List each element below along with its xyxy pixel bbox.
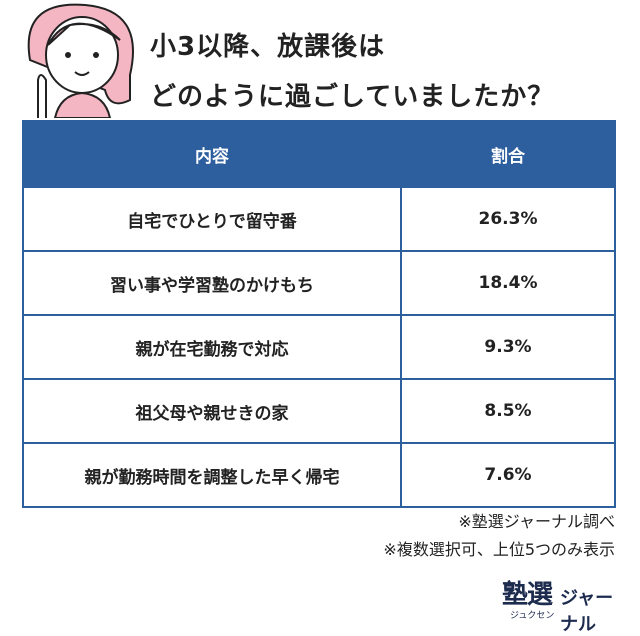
note: ※塾選ジャーナル調べ [458, 512, 615, 531]
percent-cell: 9.3% [400, 314, 616, 380]
notes: ※塾選ジャーナル調べ ※複数選択可、上位5つのみ表示 [383, 508, 615, 564]
table-row: 祖父母や親せきの家 8.5% [22, 378, 616, 444]
illustration [27, 3, 134, 118]
table-row: 自宅でひとりで留守番 26.3% [22, 186, 616, 252]
table: 内容 割合 自宅でひとりで留守番 26.3% 習い事や学習塾のかけもち 18.4% 親が… [22, 120, 616, 508]
table-row: 習い事や学習塾のかけもち 18.4% [22, 250, 616, 316]
note: ※複数選択可、上位5つのみ表示 [383, 540, 615, 559]
logo-suffix: ジャーナル [560, 588, 614, 635]
title-line: どのように過ごしていましたか？ [150, 82, 555, 112]
title: 小3以降、放課後は どのように過ごしていましたか？ [150, 22, 554, 122]
table-row: 親が在宅勤務で対応 9.3% [22, 314, 616, 380]
column-header: 内容 [22, 120, 402, 188]
logo-main: 塾選 [502, 580, 553, 610]
item-cell: 親が勤務時間を調整した早く帰宅 [22, 442, 402, 508]
percent-cell: 8.5% [400, 378, 616, 444]
title-line: 小3以降、放課後は [150, 32, 386, 62]
logo: 塾選 ジュクセン ジャーナル [498, 574, 630, 635]
percent-cell: 26.3% [400, 186, 616, 252]
item-cell: 習い事や学習塾のかけもち [22, 250, 402, 316]
header-row: 内容 割合 [22, 120, 616, 188]
table-body: 自宅でひとりで留守番 26.3% 習い事や学習塾のかけもち 18.4% 親が在宅勤務で対… [22, 186, 616, 508]
item-cell: 自宅でひとりで留守番 [22, 186, 402, 252]
logo-sub: ジュクセン [510, 611, 555, 621]
percent-cell: 7.6% [400, 442, 616, 508]
column-header: 割合 [400, 120, 616, 188]
item-cell: 祖父母や親せきの家 [22, 378, 402, 444]
percent-cell: 18.4% [400, 250, 616, 316]
item-cell: 親が在宅勤務で対応 [22, 314, 402, 380]
table-row: 親が勤務時間を調整した早く帰宅 7.6% [22, 442, 616, 508]
